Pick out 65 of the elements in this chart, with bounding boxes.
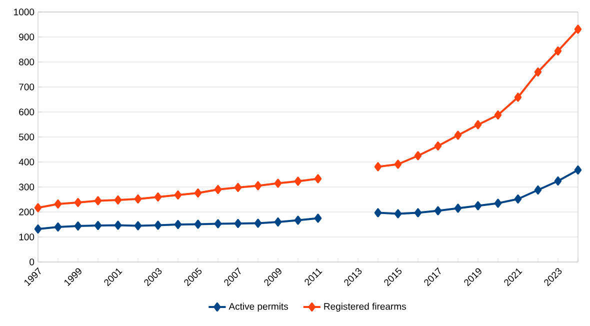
point <box>534 185 542 194</box>
point <box>54 222 62 232</box>
point <box>134 221 142 230</box>
point <box>514 194 522 204</box>
point <box>374 208 382 218</box>
point <box>414 151 422 160</box>
point <box>374 162 382 172</box>
y-tick-label: 800 <box>19 58 34 66</box>
point <box>454 204 462 213</box>
point <box>274 217 282 226</box>
y-tick-label: 700 <box>19 84 34 90</box>
point <box>454 130 462 140</box>
legend-label: Registered firearms <box>324 302 406 312</box>
point <box>214 219 222 228</box>
point <box>194 220 202 229</box>
point <box>554 176 562 186</box>
point <box>234 182 242 192</box>
point <box>294 176 302 186</box>
point <box>34 224 42 234</box>
point <box>94 196 102 206</box>
y-tick-label: 1000 <box>14 8 34 16</box>
y-tick-label: 500 <box>19 134 34 140</box>
point <box>414 208 422 218</box>
point <box>74 198 82 207</box>
point <box>154 192 162 202</box>
point <box>534 67 542 76</box>
point <box>434 141 442 150</box>
point <box>474 201 482 210</box>
point <box>574 165 582 174</box>
legend-label: Active permits <box>228 302 288 312</box>
point <box>394 160 402 169</box>
point <box>74 221 82 230</box>
point <box>114 220 122 230</box>
point <box>34 203 42 212</box>
point <box>254 181 262 190</box>
y-tick-label: 200 <box>19 208 34 216</box>
point <box>94 220 102 230</box>
point <box>314 174 322 184</box>
y-tick-label: 400 <box>18 158 34 166</box>
point <box>214 184 222 194</box>
y-tick-label: 0 <box>30 258 34 266</box>
y-tick-label: 600 <box>19 108 34 116</box>
point <box>494 198 502 208</box>
point <box>434 206 442 216</box>
point <box>574 24 582 34</box>
point <box>174 190 182 200</box>
y-tick-label: 100 <box>19 234 34 240</box>
point <box>194 188 202 198</box>
y-tick-label: 900 <box>19 34 34 40</box>
point <box>114 195 122 204</box>
point <box>134 194 142 204</box>
point <box>54 199 62 208</box>
y-tick-label: 300 <box>18 184 34 190</box>
point <box>394 209 402 218</box>
point <box>234 218 242 228</box>
point <box>294 216 302 225</box>
point <box>494 110 502 120</box>
point <box>554 46 562 56</box>
point <box>314 214 322 223</box>
point <box>174 220 182 229</box>
point <box>254 218 262 228</box>
point <box>274 178 282 188</box>
point <box>514 92 522 102</box>
point <box>154 220 162 230</box>
point <box>474 120 482 130</box>
